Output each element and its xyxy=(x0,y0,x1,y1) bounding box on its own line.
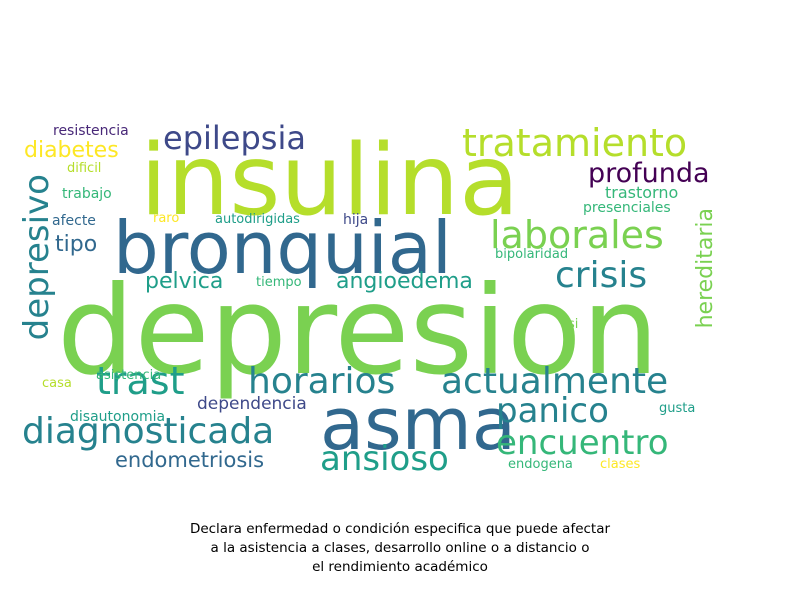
word-endogena: endogena xyxy=(508,457,573,472)
word-panico: panico xyxy=(496,391,609,431)
word-tratamiento: tratamiento xyxy=(462,121,688,165)
word-cloud: depresion insulina bronquial asma tratam… xyxy=(17,119,718,479)
word-afecte: afecte xyxy=(52,213,96,229)
word-dependencia: dependencia xyxy=(197,394,307,414)
word-trast: trast xyxy=(96,359,185,403)
word-resistencia: resistencia xyxy=(53,123,129,139)
word-asistencia: asistencia xyxy=(96,368,162,383)
word-casa: casa xyxy=(42,376,72,391)
word-insulina: insulina xyxy=(140,124,520,238)
word-asma: asma xyxy=(320,382,516,466)
word-laborales: laborales xyxy=(490,213,664,257)
figure-caption: Declara enfermedad o condición especific… xyxy=(100,520,700,577)
word-dificil: dificil xyxy=(67,161,102,176)
word-epilepsia: epilepsia xyxy=(163,119,306,157)
word-disautonomia: disautonomia xyxy=(70,409,166,425)
word-tipo: tipo xyxy=(55,232,98,257)
word-raro: raro xyxy=(153,211,180,226)
word-ansioso: ansioso xyxy=(320,439,449,479)
word-depresion: depresion xyxy=(57,260,659,402)
word-hija: hija xyxy=(343,212,369,228)
word-trastorno: trastorno xyxy=(605,183,679,202)
caption-line-3: el rendimiento académico xyxy=(312,559,488,575)
caption-line-1: Declara enfermedad o condición especific… xyxy=(189,521,611,537)
word-horarios: horarios xyxy=(248,361,396,402)
word-pelvica: pelvica xyxy=(145,269,224,294)
word-diagnosticada: diagnosticada xyxy=(22,411,275,452)
word-presenciales: presenciales xyxy=(583,200,671,216)
word-depresivo: depresivo xyxy=(17,174,57,341)
word-diabetes: diabetes xyxy=(24,138,119,163)
word-tiempo: tiempo xyxy=(256,275,302,290)
word-bronquial: bronquial xyxy=(113,206,452,290)
caption-line-2: a la asistencia a clases, desarrollo onl… xyxy=(210,540,590,556)
word-autodirigidas: autodirigidas xyxy=(215,212,300,227)
word-bipolaridad: bipolaridad xyxy=(495,247,569,262)
word-profunda: profunda xyxy=(588,158,710,189)
word-hereditaria: hereditaria xyxy=(693,208,718,329)
word-si: si xyxy=(568,317,579,332)
word-endometriosis: endometriosis xyxy=(115,448,265,472)
word-actualmente: actualmente xyxy=(441,361,669,402)
word-clases: clases xyxy=(600,457,641,472)
word-angioedema: angioedema xyxy=(336,269,473,294)
word-encuentro: encuentro xyxy=(496,423,669,463)
word-trabajo: trabajo xyxy=(62,186,112,202)
word-crisis: crisis xyxy=(555,255,648,296)
word-gusta: gusta xyxy=(659,401,696,416)
